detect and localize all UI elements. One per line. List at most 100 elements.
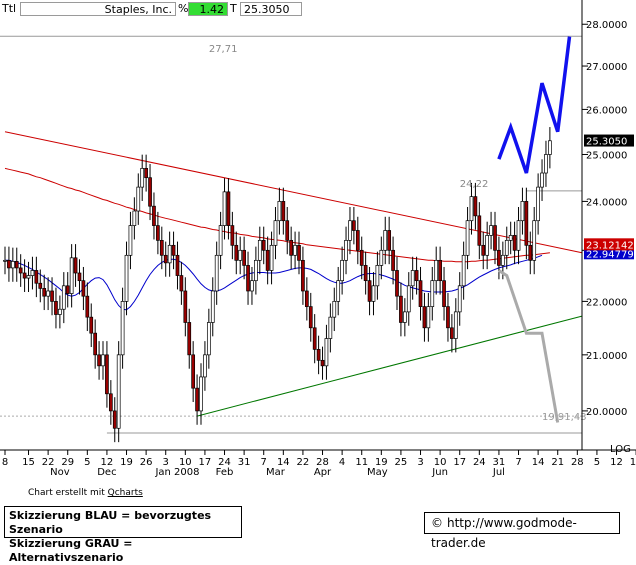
candle-body-63 xyxy=(250,280,254,292)
x-day-label-9: 10 xyxy=(179,457,192,468)
chart-moving-averages xyxy=(4,167,550,311)
ma50-line xyxy=(5,254,543,311)
x-day-label-24: 24 xyxy=(473,457,486,468)
candle-body-30 xyxy=(120,301,125,356)
x-day-label-8: 3 xyxy=(163,457,169,468)
x-day-label-30: 5 xyxy=(594,457,600,468)
candle-body-129 xyxy=(508,235,513,241)
candle-body-118 xyxy=(465,220,470,256)
candle-body-101 xyxy=(399,295,403,323)
candle-body-124 xyxy=(489,225,493,236)
x-day-label-27: 14 xyxy=(532,457,545,468)
x-month-label-8: Jul xyxy=(492,467,505,478)
candle-body-132 xyxy=(520,201,525,222)
candle-body-89 xyxy=(352,220,356,231)
candle-body-133 xyxy=(524,201,529,246)
candle-body-76 xyxy=(301,259,305,292)
candle-body-96 xyxy=(379,249,384,266)
candle-body-44 xyxy=(175,254,180,276)
candle-body-18 xyxy=(73,257,78,274)
x-day-label-12: 31 xyxy=(238,457,251,468)
candle-body-120 xyxy=(473,196,478,217)
candle-body-27 xyxy=(108,393,113,412)
candle-body-128 xyxy=(504,239,509,256)
x-day-label-4: 5 xyxy=(84,457,90,468)
candle-body-45 xyxy=(179,275,184,292)
x-month-label-5: Apr xyxy=(314,467,332,478)
candle-body-17 xyxy=(69,257,74,294)
company-field[interactable]: Staples, Inc. xyxy=(20,2,176,16)
candle-body-31 xyxy=(124,254,129,302)
candle-body-85 xyxy=(336,280,341,302)
candle-body-122 xyxy=(481,244,486,256)
source-url[interactable]: http://www.godmode-trader.de xyxy=(431,516,577,550)
candle-body-113 xyxy=(446,306,450,329)
x-day-label-13: 7 xyxy=(261,457,267,468)
candle-body-104 xyxy=(410,270,415,287)
candle-body-26 xyxy=(105,354,109,395)
y-axis: 28.000027.000026.000025.000024.000023.00… xyxy=(582,20,634,455)
y-tick-label-8: 20.0000 xyxy=(586,407,627,418)
candle-body-98 xyxy=(387,230,392,251)
y-tick-label-0: 28.0000 xyxy=(586,20,627,31)
candle-body-112 xyxy=(442,280,446,307)
candle-body-9 xyxy=(38,282,43,289)
y-tick-label-6: 22.0000 xyxy=(586,297,627,308)
candle-body-81 xyxy=(320,359,325,367)
candle-body-135 xyxy=(532,220,537,261)
candle-body-32 xyxy=(128,225,133,256)
candle-body-56 xyxy=(222,191,227,226)
candle-body-83 xyxy=(328,316,333,339)
candle-body-108 xyxy=(426,306,431,329)
x-day-label-0: 8 xyxy=(2,457,8,468)
candle-body-33 xyxy=(132,210,137,226)
candle-body-103 xyxy=(406,285,411,313)
candle-body-139 xyxy=(548,140,552,155)
source-url-box[interactable]: © http://www.godmode-trader.de xyxy=(424,512,620,550)
candle-body-75 xyxy=(297,244,301,261)
candle-body-62 xyxy=(246,265,250,292)
current-price-label-bg xyxy=(584,134,634,147)
ma50-price-label: 22.94779 xyxy=(586,249,634,260)
x-day-label-21: 3 xyxy=(417,457,423,468)
candle-body-39 xyxy=(156,225,160,241)
x-month-label-3: Feb xyxy=(216,467,234,478)
log-scale-label: LOG xyxy=(610,444,631,455)
candle-body-105 xyxy=(414,270,419,282)
candle-body-6 xyxy=(26,275,31,279)
candle-body-125 xyxy=(493,225,497,251)
candle-body-21 xyxy=(85,295,90,318)
candle-body-23 xyxy=(93,332,98,356)
qcharts-link[interactable]: Qcharts xyxy=(107,488,143,498)
candle-body-123 xyxy=(485,235,490,256)
candle-body-66 xyxy=(261,239,266,251)
candle-body-29 xyxy=(116,354,121,429)
candle-body-28 xyxy=(112,410,117,429)
candle-body-8 xyxy=(34,270,39,284)
candle-body-59 xyxy=(234,244,239,261)
x-day-label-22: 10 xyxy=(434,457,447,468)
legend-blue: Skizzierung BLAU = bevorzugtes Szenario xyxy=(9,509,212,536)
red-resistance-line xyxy=(4,131,583,254)
gray-scenario-path xyxy=(498,269,560,423)
annotation-24-22: 24,22 xyxy=(460,179,489,190)
candle-body-57 xyxy=(226,191,231,226)
chart-credit: Chart erstellt mit Qcharts xyxy=(28,488,143,498)
candle-body-93 xyxy=(367,280,372,302)
candle-body-53 xyxy=(210,290,215,323)
candle-body-107 xyxy=(422,306,427,329)
last-price-label: T xyxy=(230,2,237,15)
candle-body-24 xyxy=(97,354,101,367)
y-tick-label-1: 27.0000 xyxy=(586,62,627,73)
copyright-icon: © xyxy=(431,516,443,530)
x-month-label-2: Jan 2008 xyxy=(154,467,199,478)
candle-body-55 xyxy=(218,225,223,256)
x-day-label-23: 17 xyxy=(453,457,466,468)
percent-change-field: 1.42 xyxy=(188,2,228,16)
x-day-label-18: 11 xyxy=(355,457,368,468)
candle-body-5 xyxy=(22,272,27,279)
candle-body-7 xyxy=(30,270,35,276)
x-month-label-6: May xyxy=(367,467,388,478)
x-day-label-17: 4 xyxy=(339,457,345,468)
candle-body-65 xyxy=(257,239,262,261)
